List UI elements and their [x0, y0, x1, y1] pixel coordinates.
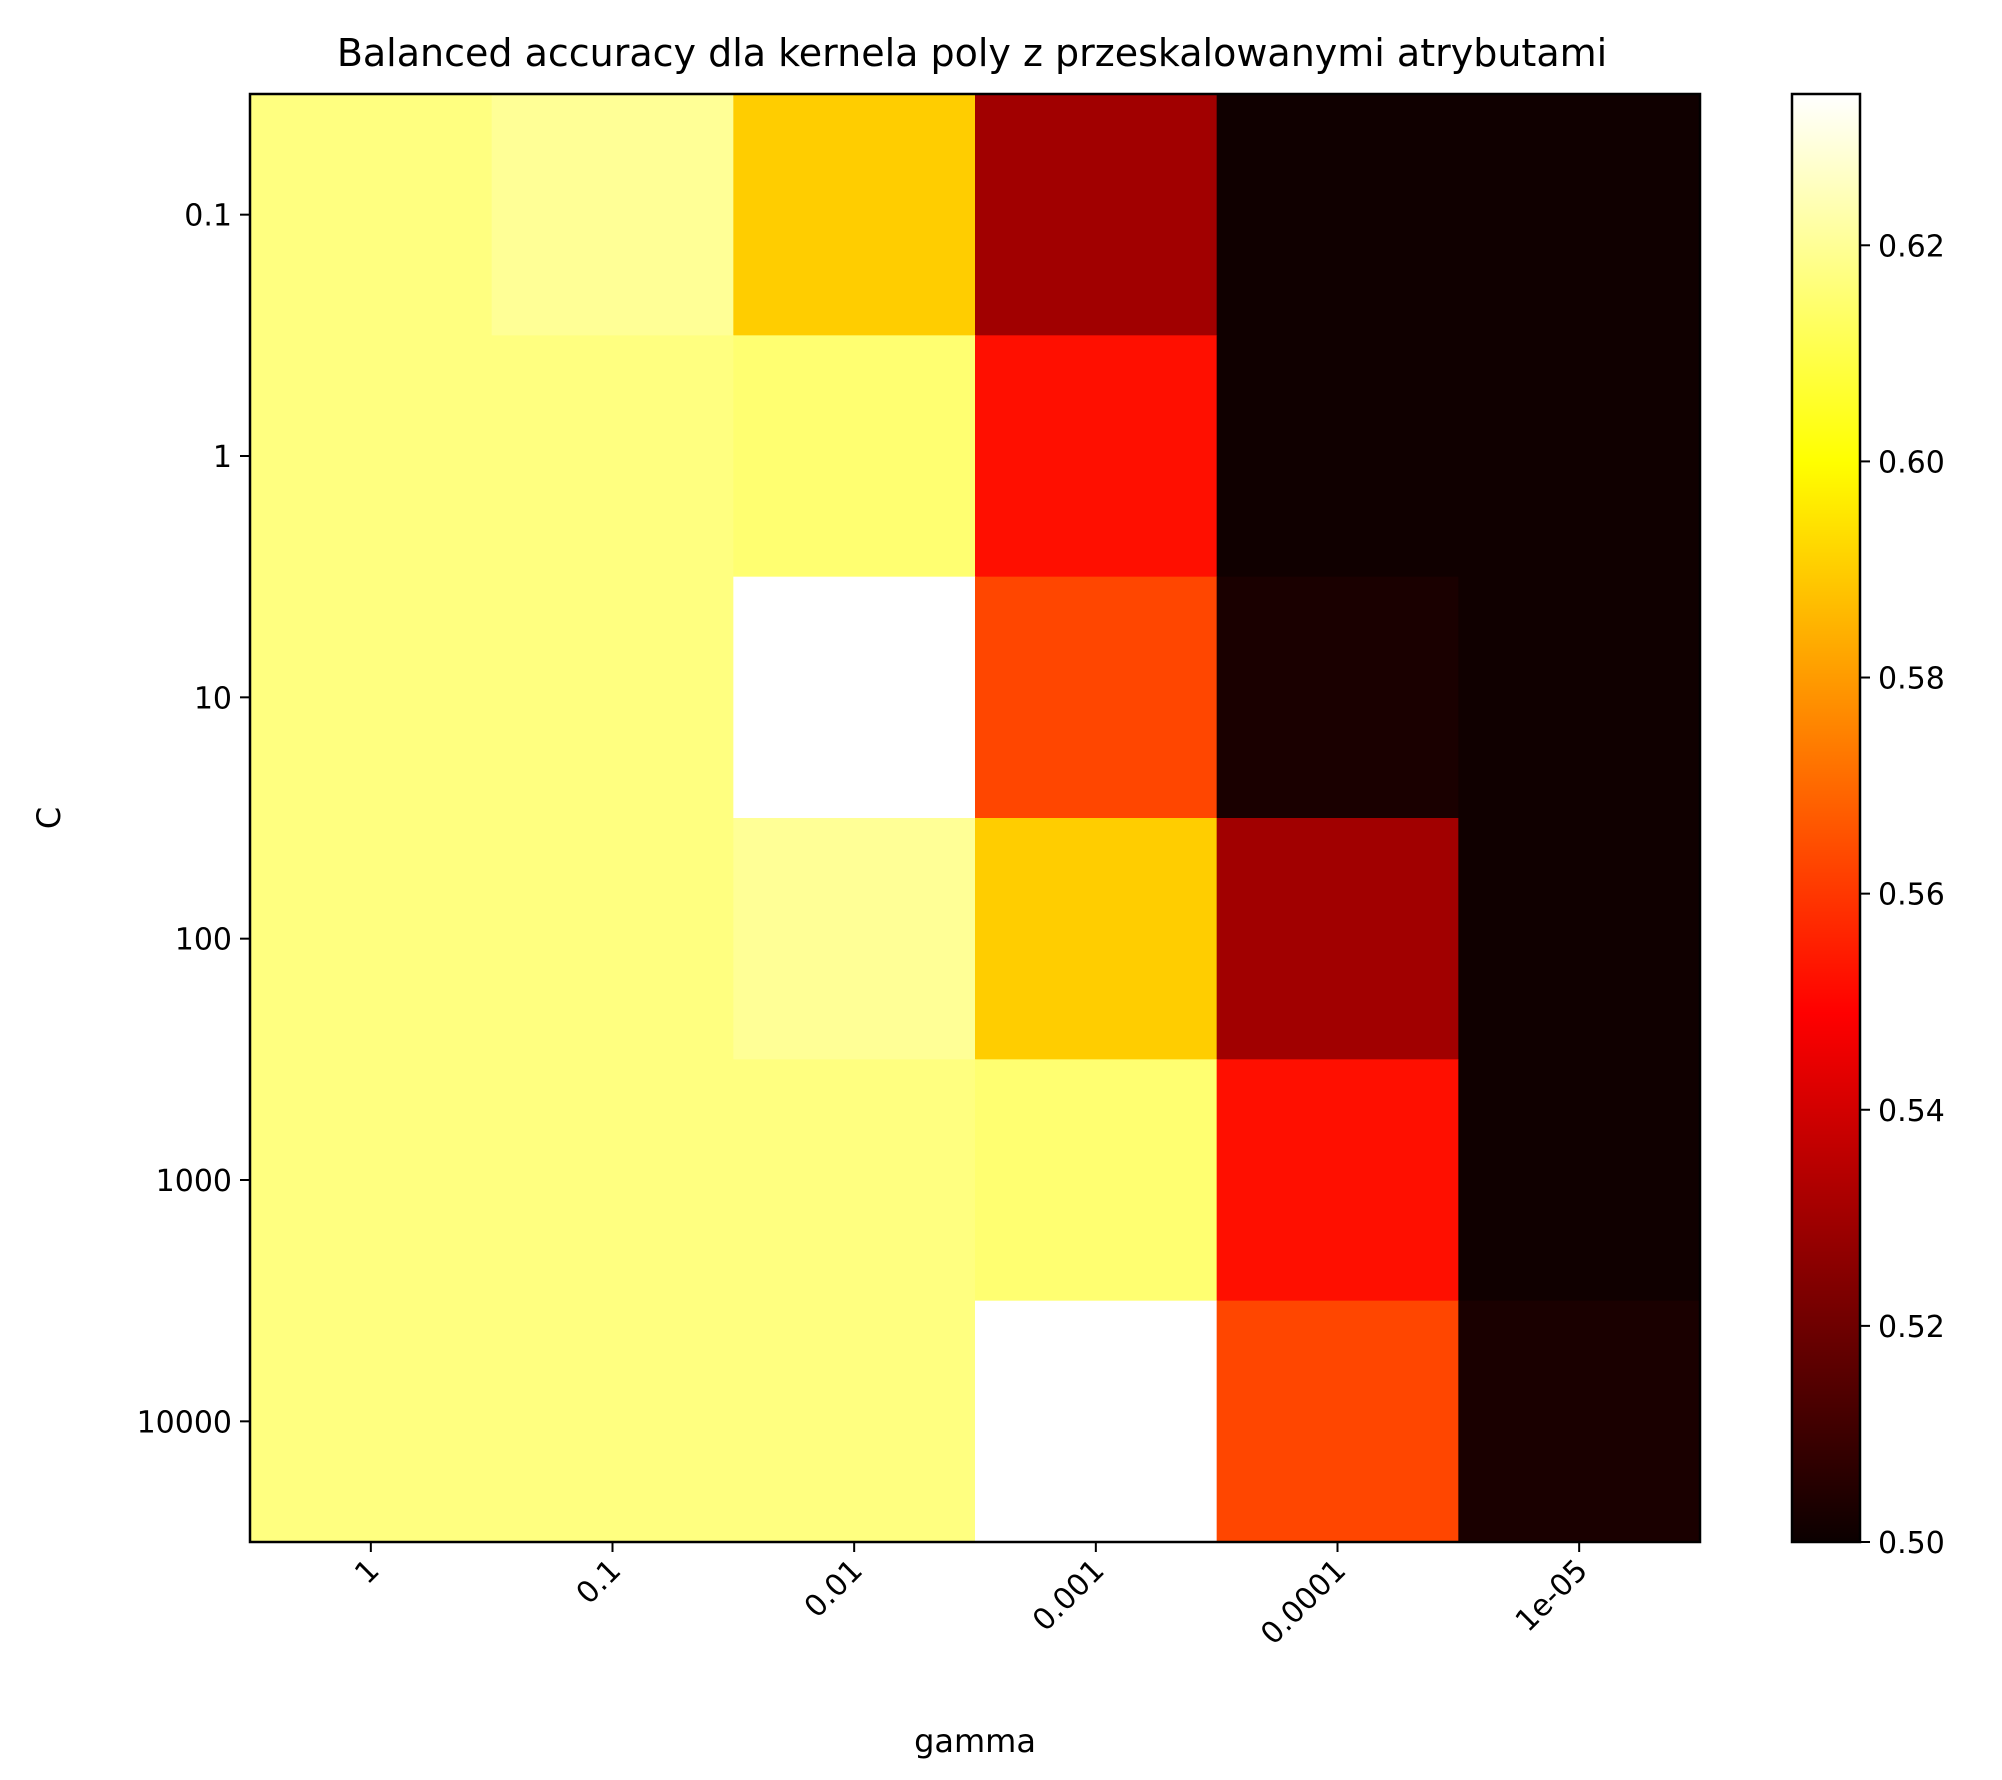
heatmap-cell — [1216, 818, 1459, 1060]
colorbar-tick-label: 0.58 — [1878, 662, 1945, 697]
x-tick-label: 0.1 — [570, 1553, 628, 1611]
heatmap-cell — [250, 94, 493, 336]
y-tick-label: 10000 — [137, 1405, 232, 1440]
heatmap-cell — [250, 1059, 493, 1302]
colorbar-tick-label: 0.52 — [1878, 1310, 1945, 1345]
heatmap-cell — [1458, 1300, 1701, 1543]
heatmap-cell — [1458, 818, 1701, 1060]
colorbar-ticks: 0.50 0.52 0.54 0.56 0.58 0.60 0.62 — [1860, 229, 1945, 1561]
x-tick-label: 0.01 — [798, 1553, 870, 1625]
heatmap-cell — [491, 1300, 734, 1543]
heatmap-cell — [491, 1059, 734, 1302]
heatmap-cell — [1458, 576, 1701, 819]
heatmap-cell — [491, 818, 734, 1060]
heatmap-cell — [1458, 94, 1701, 336]
colorbar-tick-label: 0.60 — [1878, 445, 1945, 480]
x-tick-label: 0.001 — [1026, 1553, 1111, 1638]
heatmap-cell — [1216, 1059, 1459, 1302]
y-tick-label: 0.1 — [184, 199, 232, 234]
heatmap-cell — [1458, 335, 1701, 578]
x-tick-label: 1 — [348, 1553, 386, 1591]
heatmap-cell — [250, 1300, 493, 1543]
x-tick-label: 0.0001 — [1254, 1553, 1353, 1652]
heatmap-cell — [975, 818, 1218, 1060]
y-axis-label: C — [30, 807, 68, 829]
chart-title: Balanced accuracy dla kernela poly z prz… — [337, 31, 1607, 75]
colorbar-tick-label: 0.62 — [1878, 229, 1945, 264]
heatmap-cell — [975, 1300, 1218, 1543]
x-axis-label: gamma — [914, 1722, 1036, 1760]
heatmap-cell — [1216, 576, 1459, 819]
heatmap-cell — [733, 576, 976, 819]
heatmap-cell — [491, 576, 734, 819]
colorbar — [1790, 92, 1862, 1544]
plot-frame — [248, 92, 1702, 1544]
heatmap-cell — [733, 818, 976, 1060]
heatmap-cell — [733, 94, 976, 336]
x-tick-label: 1e-05 — [1509, 1553, 1595, 1639]
heatmap-cell — [733, 335, 976, 578]
heatmap-cell — [975, 576, 1218, 819]
heatmap-cell — [733, 1300, 976, 1543]
y-tick-label: 1 — [213, 440, 232, 475]
heatmap-cell — [975, 94, 1218, 336]
heatmap-cell — [975, 335, 1218, 578]
heatmap-cell — [491, 335, 734, 578]
heatmap-cell — [250, 818, 493, 1060]
heatmap-cell — [250, 576, 493, 819]
heatmap-cell — [1458, 1059, 1701, 1302]
heatmap-cell — [975, 1059, 1218, 1302]
colorbar-tick-label: 0.54 — [1878, 1094, 1945, 1129]
heatmap-cell — [1216, 94, 1459, 336]
heatmap-cell — [1216, 1300, 1459, 1543]
y-tick-label: 100 — [175, 923, 232, 958]
colorbar-tick-label: 0.50 — [1878, 1526, 1945, 1561]
heatmap-cell — [1216, 335, 1459, 578]
heatmap-cell — [491, 94, 734, 336]
y-tick-label: 1000 — [156, 1164, 232, 1199]
y-axis-ticks: 0.1 1 10 100 1000 10000 — [137, 199, 250, 1440]
y-tick-label: 10 — [194, 681, 232, 716]
heatmap-cell — [733, 1059, 976, 1302]
colorbar-tick-label: 0.56 — [1878, 878, 1945, 913]
x-axis-ticks: 1 0.1 0.01 0.001 0.0001 1e-05 — [348, 1542, 1595, 1652]
heatmap-cells — [250, 94, 1701, 1543]
heatmap-cell — [250, 335, 493, 578]
